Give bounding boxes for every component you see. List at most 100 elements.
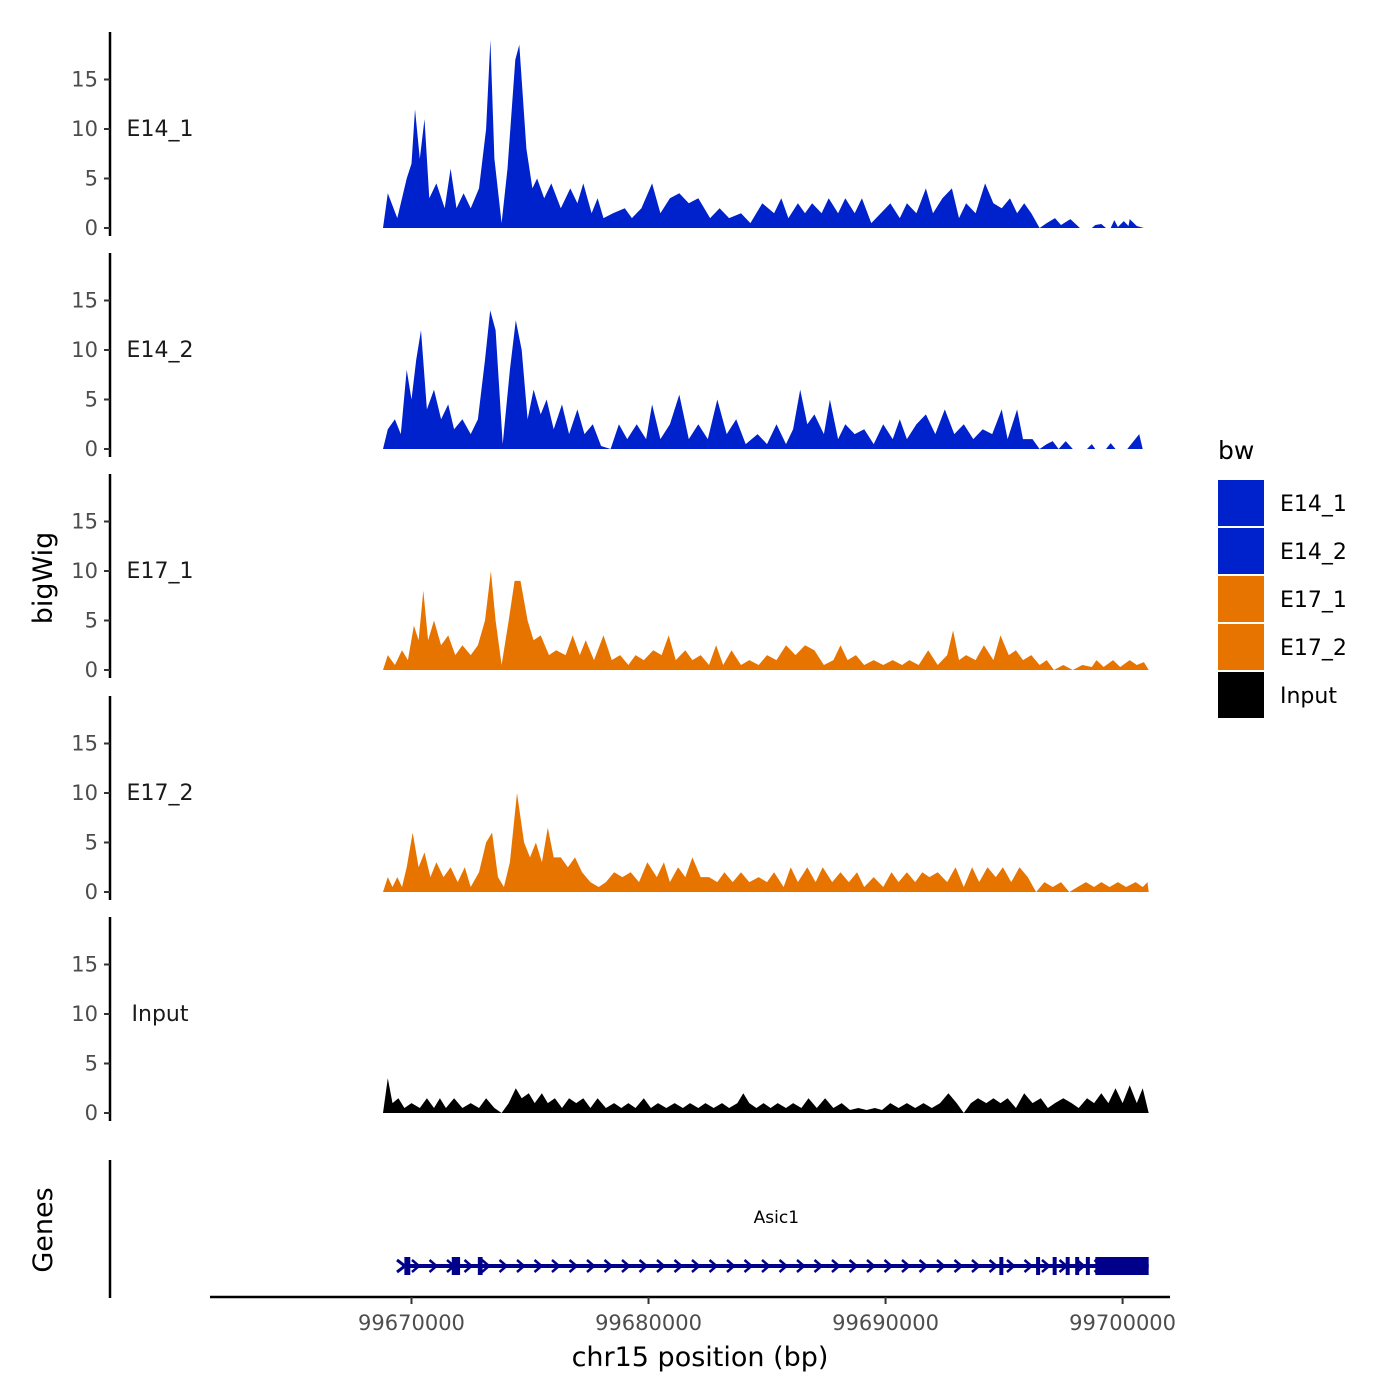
y-tick-label: 0 bbox=[85, 880, 98, 904]
legend-key-E14_1 bbox=[1218, 480, 1264, 526]
y-tick-label: 10 bbox=[71, 338, 98, 362]
strand-arrow bbox=[1023, 1259, 1034, 1273]
gene-label: Asic1 bbox=[754, 1208, 799, 1228]
y-tick-label: 0 bbox=[85, 1101, 98, 1125]
track-label-Input: Input bbox=[132, 1002, 189, 1027]
strand-arrow bbox=[761, 1259, 771, 1273]
strand-arrow bbox=[411, 1259, 421, 1273]
y-tick-label: 0 bbox=[85, 658, 98, 682]
y-tick-label: 10 bbox=[71, 117, 98, 141]
y-axis-title: bigWig bbox=[28, 532, 59, 625]
coverage-area-E17_2 bbox=[383, 793, 1149, 892]
strand-arrow bbox=[638, 1259, 649, 1273]
y-tick-label: 15 bbox=[71, 289, 98, 313]
coverage-tracks: 0 5 10 15 E14_1 0 5 10 15 E14_2 0 5 10 15 E17_1 0 5 10 15 E… bbox=[71, 32, 1149, 1125]
strand-arrow bbox=[673, 1259, 684, 1273]
strand-arrow bbox=[988, 1259, 999, 1273]
legend-label-E14_1: E14_1 bbox=[1280, 492, 1347, 517]
y-tick-label: 5 bbox=[85, 388, 98, 412]
y-tick-label: 10 bbox=[71, 781, 98, 805]
coverage-area-Input bbox=[383, 1078, 1149, 1113]
strand-arrow bbox=[1076, 1259, 1086, 1273]
strand-arrow bbox=[848, 1259, 859, 1273]
strand-arrow bbox=[918, 1259, 929, 1273]
strand-arrow bbox=[1006, 1259, 1016, 1273]
legend-key-E17_2 bbox=[1218, 624, 1264, 670]
coverage-area-E14_2 bbox=[383, 310, 1149, 449]
y-tick-label: 15 bbox=[71, 732, 98, 756]
y-tick-label: 15 bbox=[71, 510, 98, 534]
y-tick-label: 15 bbox=[71, 953, 98, 977]
gene-start-mark bbox=[396, 1258, 408, 1274]
gene-Asic1: Asic1 bbox=[396, 1208, 1149, 1275]
strand-arrow bbox=[831, 1259, 841, 1273]
strand-arrow bbox=[603, 1259, 614, 1273]
y-tick-label: 0 bbox=[85, 437, 98, 461]
strand-arrow bbox=[778, 1259, 789, 1273]
legend-key-E17_1 bbox=[1218, 576, 1264, 622]
y-tick-label: 5 bbox=[85, 831, 98, 855]
y-tick-label: 0 bbox=[85, 216, 98, 240]
gene-exon bbox=[1065, 1257, 1070, 1275]
gene-exon bbox=[1085, 1257, 1090, 1275]
track-label-E17_2: E17_2 bbox=[127, 781, 194, 806]
gene-exon bbox=[1095, 1257, 1149, 1275]
strand-arrow bbox=[551, 1259, 561, 1273]
strand-arrow bbox=[568, 1259, 579, 1273]
strand-arrow bbox=[883, 1259, 894, 1273]
strand-arrow bbox=[481, 1259, 491, 1273]
y-tick-label: 10 bbox=[71, 1002, 98, 1026]
strand-arrow bbox=[813, 1259, 824, 1273]
x-axis: 99670000 99680000 99690000 99700000 bbox=[210, 1295, 1176, 1335]
x-axis-title: chr15 position (bp) bbox=[572, 1342, 829, 1373]
track-Input: 0 5 10 15 Input bbox=[71, 917, 1149, 1125]
legend-label-E17_2: E17_2 bbox=[1280, 636, 1347, 661]
track-E14_1: 0 5 10 15 E14_1 bbox=[71, 32, 1144, 240]
x-tick-label: 99700000 bbox=[1069, 1311, 1176, 1335]
y-tick-label: 5 bbox=[85, 167, 98, 191]
gene-exon bbox=[999, 1257, 1004, 1275]
gene-exon bbox=[1052, 1257, 1057, 1275]
strand-arrow bbox=[726, 1259, 736, 1273]
legend-label-Input: Input bbox=[1280, 684, 1337, 709]
x-tick-label: 99690000 bbox=[832, 1311, 939, 1335]
strand-arrow bbox=[866, 1259, 876, 1273]
strand-arrow bbox=[1041, 1259, 1051, 1273]
gene-exon bbox=[404, 1257, 411, 1275]
gene-exon bbox=[451, 1257, 461, 1275]
genes-axis-title: Genes bbox=[28, 1187, 59, 1272]
strand-arrow bbox=[516, 1259, 526, 1273]
track-label-E14_1: E14_1 bbox=[127, 117, 194, 142]
x-tick-label: 99670000 bbox=[358, 1311, 465, 1335]
legend-title: bw bbox=[1218, 436, 1254, 465]
strand-arrow bbox=[586, 1259, 596, 1273]
strand-arrow bbox=[498, 1259, 509, 1273]
gene-exon bbox=[477, 1257, 483, 1275]
y-tick-label: 5 bbox=[85, 609, 98, 633]
gene-exon bbox=[1036, 1257, 1041, 1275]
legend-label-E14_2: E14_2 bbox=[1280, 540, 1347, 565]
legend-key-Input bbox=[1218, 672, 1264, 718]
y-tick-label: 10 bbox=[71, 559, 98, 583]
track-label-E14_2: E14_2 bbox=[127, 338, 194, 363]
strand-arrow bbox=[743, 1259, 754, 1273]
strand-arrow bbox=[533, 1259, 544, 1273]
legend: bw E14_1 E14_2 E17_1 E17_2 Input bbox=[1218, 436, 1347, 718]
strand-arrow bbox=[953, 1259, 964, 1273]
gene-track: Asic1 bbox=[108, 1160, 1149, 1298]
strand-arrow bbox=[971, 1259, 981, 1273]
coverage-area-E14_1 bbox=[383, 39, 1144, 229]
gene-exon bbox=[1075, 1257, 1080, 1275]
track-E14_2: 0 5 10 15 E14_2 bbox=[71, 253, 1149, 461]
legend-label-E17_1: E17_1 bbox=[1280, 588, 1347, 613]
track-label-E17_1: E17_1 bbox=[127, 559, 194, 584]
strand-arrow bbox=[621, 1259, 631, 1273]
y-tick-label: 5 bbox=[85, 1052, 98, 1076]
track-E17_2: 0 5 10 15 E17_2 bbox=[71, 696, 1149, 904]
strand-arrow bbox=[796, 1259, 806, 1273]
strand-arrow bbox=[463, 1259, 474, 1273]
y-tick-label: 15 bbox=[71, 68, 98, 92]
legend-key-E14_2 bbox=[1218, 528, 1264, 574]
strand-arrow bbox=[901, 1259, 911, 1273]
